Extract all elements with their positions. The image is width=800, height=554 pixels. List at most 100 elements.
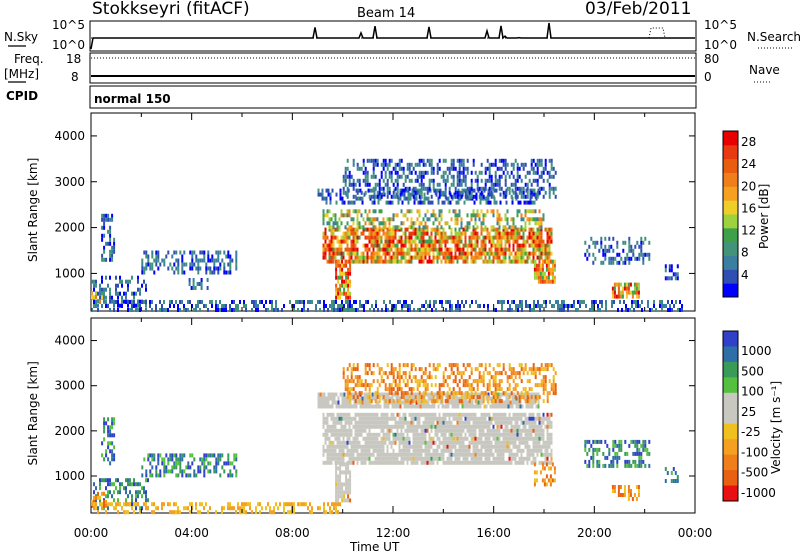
data-cell: [611, 300, 613, 304]
data-cell: [551, 304, 553, 308]
data-cell: [514, 251, 517, 256]
data-cell: [340, 251, 343, 256]
data-cell: [424, 225, 427, 230]
data-cell: [525, 300, 527, 304]
data-cell: [201, 461, 204, 466]
data-cell: [436, 247, 439, 252]
data-cell: [472, 231, 475, 236]
data-cell: [147, 498, 149, 503]
data-cell: [356, 225, 359, 230]
data-cell: [337, 502, 339, 507]
data-cell: [477, 400, 480, 405]
data-cell: [545, 300, 547, 304]
data-cell: [494, 416, 497, 421]
data-cell: [414, 412, 417, 417]
data-cell: [466, 186, 469, 191]
data-cell: [428, 444, 431, 449]
data-cell: [91, 308, 93, 312]
data-cell: [428, 448, 431, 453]
data-cell: [416, 436, 419, 441]
data-cell: [344, 420, 347, 425]
data-cell: [406, 432, 409, 437]
data-cell: [552, 166, 555, 171]
data-cell: [241, 502, 243, 507]
data-cell: [325, 396, 328, 401]
data-cell: [344, 428, 347, 433]
data-cell: [494, 436, 497, 441]
data-cell: [330, 456, 333, 461]
data-cell: [512, 440, 515, 445]
data-cell: [352, 259, 355, 264]
data-cell: [468, 194, 471, 199]
data-cell: [540, 231, 543, 236]
data-cell: [404, 259, 407, 264]
data-cell: [338, 420, 341, 425]
data-cell: [390, 239, 393, 244]
data-cell: [546, 456, 549, 461]
data-cell: [93, 502, 95, 507]
data-cell: [432, 182, 435, 187]
data-cell: [422, 424, 425, 429]
data-cell: [378, 221, 381, 226]
data-cell: [241, 506, 243, 511]
data-cell: [520, 460, 523, 465]
data-cell: [340, 213, 343, 218]
data-cell: [424, 452, 427, 457]
data-cell: [528, 444, 531, 449]
data-cell: [451, 308, 453, 312]
data-cell: [434, 424, 437, 429]
data-cell: [225, 461, 228, 466]
data-cell: [500, 420, 503, 425]
data-cell: [348, 209, 351, 214]
data-cell: [324, 432, 327, 437]
data-cell: [529, 392, 532, 397]
data-cell: [664, 268, 667, 273]
data-cell: [143, 490, 145, 495]
data-cell: [546, 428, 549, 433]
data-cell: [370, 436, 373, 441]
data-cell: [342, 231, 345, 236]
data-cell: [514, 239, 517, 244]
data-cell: [428, 412, 431, 417]
data-cell: [109, 441, 112, 446]
data-cell: [361, 200, 364, 205]
data-cell: [229, 469, 232, 474]
data-cell: [602, 248, 605, 253]
data-cell: [542, 428, 545, 433]
data-cell: [430, 416, 433, 421]
data-cell: [408, 424, 411, 429]
data-cell: [322, 217, 325, 222]
data-cell: [388, 436, 391, 441]
data-cell: [457, 188, 460, 193]
data-cell: [203, 304, 205, 308]
data-cell: [189, 453, 192, 458]
data-cell: [456, 416, 459, 421]
data-cell: [386, 162, 389, 167]
data-cell: [540, 420, 543, 425]
data-cell: [522, 460, 525, 465]
data-cell: [484, 235, 487, 240]
data-cell: [676, 272, 679, 277]
data-cell: [379, 196, 382, 201]
data-cell: [599, 300, 601, 304]
data-cell: [324, 420, 327, 425]
data-cell: [461, 188, 464, 193]
data-cell: [385, 200, 388, 205]
data-cell: [518, 255, 521, 260]
data-cell: [424, 170, 427, 175]
data-cell: [478, 213, 481, 218]
data-cell: [354, 259, 357, 264]
data-cell: [623, 300, 625, 304]
data-cell: [500, 444, 503, 449]
data-cell: [612, 236, 615, 241]
data-cell: [536, 158, 539, 163]
data-cell: [342, 186, 345, 191]
data-cell: [524, 416, 527, 421]
data-cell: [530, 158, 533, 163]
data-cell: [139, 304, 141, 308]
data-cell: [466, 452, 469, 457]
data-cell: [405, 404, 408, 409]
data-cell: [526, 251, 529, 256]
data-cell: [109, 482, 111, 487]
data-cell: [504, 243, 507, 248]
